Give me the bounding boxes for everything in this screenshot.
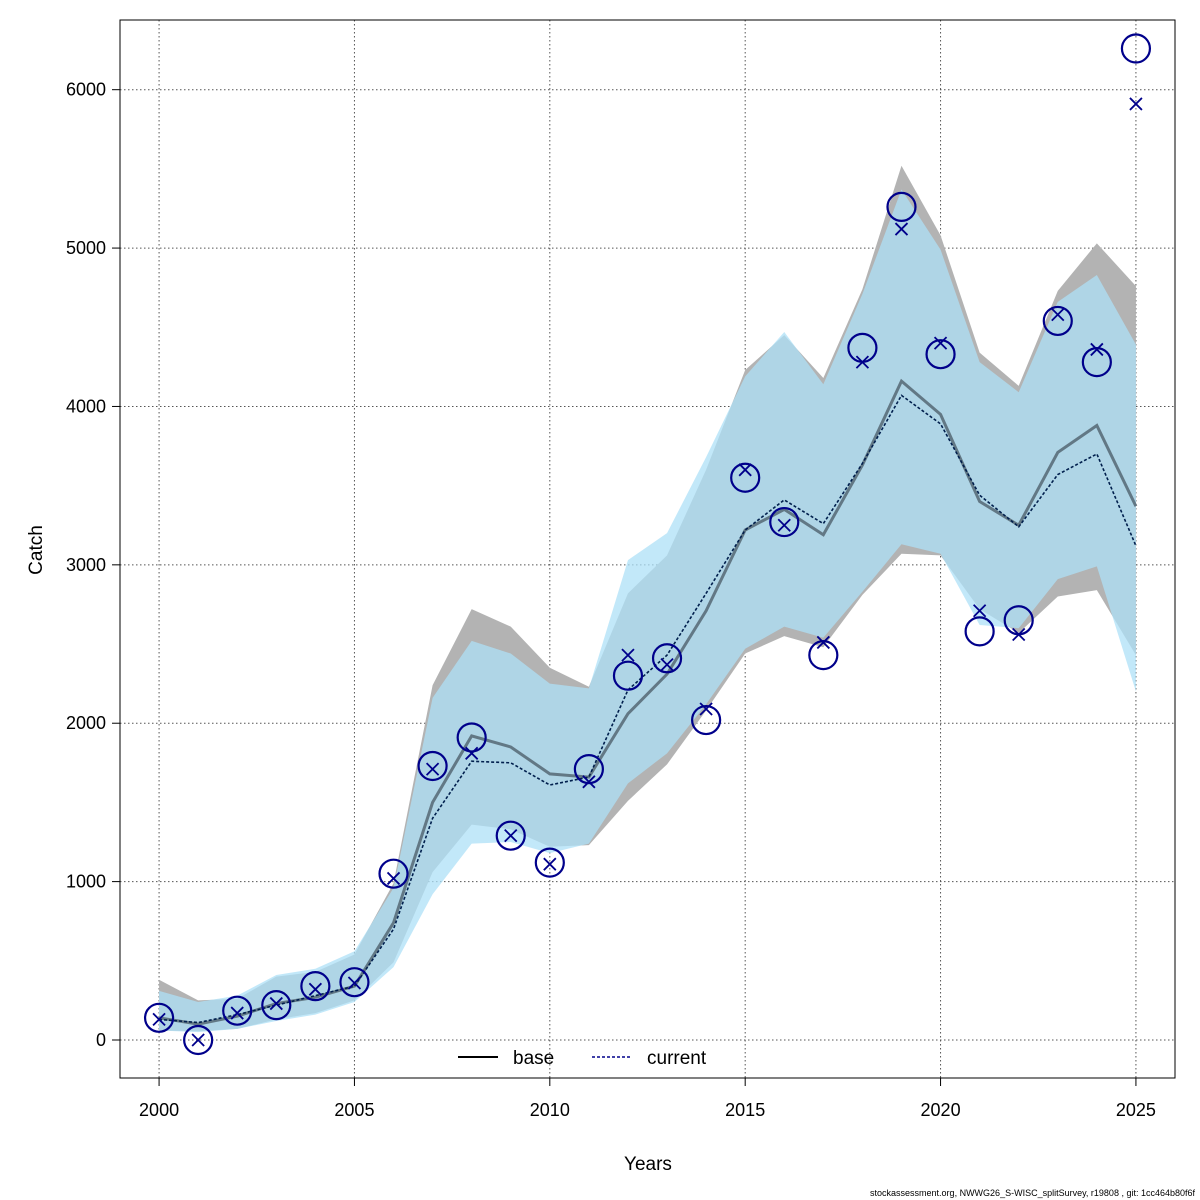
observed-point [573, 754, 604, 785]
observed-point [222, 995, 253, 1026]
predicted-point [425, 762, 440, 776]
x-tick-label: 2015 [725, 1100, 765, 1120]
predicted-point [738, 463, 752, 477]
observed-point [143, 1002, 175, 1033]
observed-point [339, 967, 370, 998]
x-tick-label: 2025 [1116, 1100, 1156, 1120]
legend-label-current: current [647, 1048, 707, 1069]
observed-point [534, 847, 565, 878]
predicted-point [504, 829, 518, 843]
predicted-point [1129, 97, 1143, 111]
observed-point [183, 1024, 214, 1056]
observed-point [925, 339, 956, 370]
observed-point [808, 640, 839, 671]
predicted-point [972, 604, 987, 618]
observed-point [651, 643, 683, 674]
predicted-point [660, 657, 674, 672]
legend: base current [458, 1048, 707, 1069]
y-tick-label: 6000 [66, 80, 106, 100]
x-tick-label: 2005 [334, 1100, 374, 1120]
predicted-point [269, 996, 283, 1011]
observed-point [769, 506, 800, 538]
observed-point [417, 750, 448, 782]
predicted-point [465, 746, 479, 760]
observed-point [261, 990, 292, 1021]
predicted-point [543, 857, 557, 871]
x-tick-label: 2020 [921, 1100, 961, 1120]
observed-point [378, 858, 409, 889]
observed-point [1081, 347, 1112, 378]
observed-points [143, 33, 1152, 1056]
predicted-points [152, 97, 1143, 1047]
x-axis: 2000 2005 2010 2015 2020 2025 [139, 1077, 1156, 1120]
predicted-point [855, 355, 870, 369]
predicted-point [191, 1033, 205, 1047]
footer-text: stockassessment.org, NWWG26_S-WISC_split… [870, 1188, 1195, 1198]
observed-point [886, 191, 917, 222]
observed-point [300, 971, 331, 1002]
predicted-point [386, 871, 401, 886]
predicted-point [230, 1006, 244, 1020]
y-tick-label: 5000 [66, 238, 106, 258]
predicted-point [894, 222, 909, 236]
y-tick-label: 3000 [66, 555, 106, 575]
predicted-point [347, 976, 362, 990]
y-tick-label: 2000 [66, 713, 106, 733]
predicted-point [621, 648, 635, 662]
y-axis: 0 1000 2000 3000 4000 5000 6000 [66, 80, 121, 1050]
predicted-point [1012, 627, 1026, 642]
predicted-point [933, 336, 948, 350]
observed-point [456, 722, 487, 753]
legend-label-base: base [513, 1048, 554, 1069]
observed-point [495, 820, 526, 851]
predicted-point [152, 1012, 166, 1027]
predicted-point [308, 982, 323, 996]
x-axis-title: Years [624, 1154, 672, 1175]
predicted-point [816, 635, 830, 650]
predicted-point [582, 775, 596, 789]
y-tick-label: 0 [96, 1030, 106, 1050]
x-tick-label: 2000 [139, 1100, 179, 1120]
y-axis-title: Catch [26, 525, 47, 575]
predicted-point [699, 702, 713, 716]
confidence-bands [159, 165, 1136, 1033]
line-current [159, 394, 1137, 1024]
observed-point [612, 660, 644, 691]
y-tick-label: 4000 [66, 396, 106, 416]
x-tick-label: 2010 [530, 1100, 570, 1120]
band-current [159, 189, 1136, 1033]
observed-point [1120, 33, 1152, 64]
observed-point [964, 616, 995, 647]
predicted-point [1090, 342, 1104, 357]
observed-point [1042, 305, 1073, 337]
observed-point [730, 462, 761, 493]
line-base [158, 378, 1138, 1026]
predicted-point [1051, 307, 1065, 322]
predicted-point [777, 518, 791, 532]
y-tick-label: 1000 [66, 872, 106, 892]
series-lines [158, 378, 1138, 1026]
observed-point [691, 704, 722, 736]
